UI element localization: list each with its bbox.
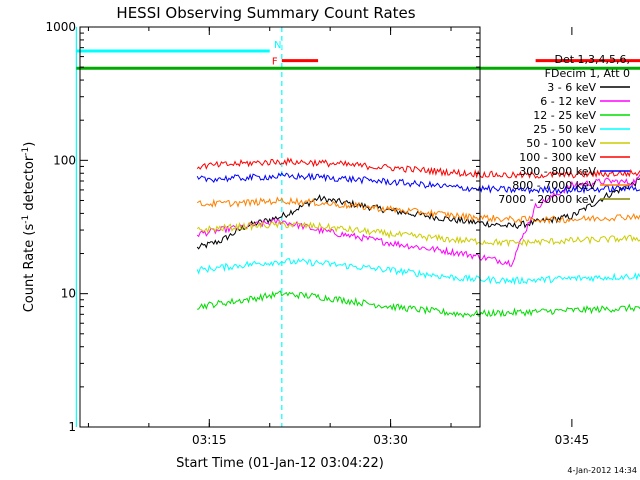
legend-header-2: FDecim 1, Att 0 — [545, 67, 630, 80]
x-axis-label: Start Time (01-Jan-12 03:04:22) — [176, 456, 384, 471]
y-axis-label-sup1: -1 — [21, 215, 31, 224]
legend-entry-label: 25 - 50 keV — [533, 123, 596, 136]
flag-label-n: N — [274, 40, 281, 51]
svg-text:Count Rate (s-1 detector-1): Count Rate (s-1 detector-1) — [21, 142, 37, 313]
y-axis-label-mid: detector — [22, 155, 37, 215]
series-line — [196, 258, 640, 286]
legend-entry-label: 6 - 12 keV — [540, 95, 596, 108]
x-tick-label: 03:30 — [373, 433, 408, 447]
legend-entry-label: 12 - 25 keV — [533, 109, 596, 122]
y-axis-label-main: Count Rate (s — [22, 224, 37, 313]
series-line — [197, 290, 640, 319]
legend-entry-label: 7000 - 20000 keV — [498, 193, 596, 206]
y-tick-label: 1 — [68, 420, 76, 434]
x-tick-label: 03:15 — [192, 433, 227, 447]
chart-title: HESSI Observing Summary Count Rates — [116, 4, 415, 22]
legend-entry-label: 3 - 6 keV — [547, 81, 596, 94]
timestamp-label: 4-Jan-2012 14:34 — [567, 466, 637, 475]
y-axis-label-end: ) — [22, 142, 37, 147]
legend-entry-label: 50 - 100 keV — [526, 137, 596, 150]
series-line — [196, 196, 640, 225]
series-line — [196, 172, 640, 195]
legend-header-1: Det 1,3,4,5,6, — [554, 53, 630, 66]
series-line — [196, 156, 640, 179]
y-tick-label: 1000 — [45, 20, 76, 34]
plot-frame — [79, 26, 481, 428]
flag-label-f: F — [272, 57, 278, 68]
y-axis-label: Count Rate (s-1 detector-1) — [21, 142, 37, 313]
y-tick-label: 10 — [61, 287, 76, 301]
legend-entry-label: 100 - 300 keV — [519, 151, 596, 164]
legend: Det 1,3,4,5,6, FDecim 1, Att 0 3 - 6 keV… — [498, 53, 630, 206]
series-line — [196, 220, 640, 248]
y-tick-label: 100 — [53, 153, 76, 167]
legend-entry-label: 800 - 7000 keV — [512, 179, 596, 192]
plot-area: NFSRD0RD6 — [75, 27, 640, 427]
legend-entry-label: 300 - 800 keV — [519, 165, 596, 178]
y-axis-label-sup2: -1 — [21, 147, 31, 156]
series-line — [196, 174, 640, 267]
series-line — [196, 178, 640, 250]
x-tick-label: 03:45 — [555, 433, 590, 447]
